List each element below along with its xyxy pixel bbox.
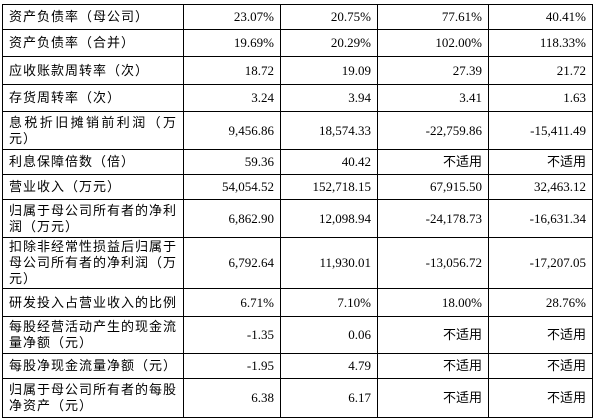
cell-value: -24,178.73 (377, 199, 489, 238)
cell-value: 18.00% (377, 288, 489, 317)
table-row: 存货周转率（次） 3.24 3.94 3.41 1.63 (2, 84, 593, 112)
cell-value: -1.95 (183, 353, 281, 379)
cell-value: -1.35 (183, 316, 281, 354)
row-label: 存货周转率（次） (2, 84, 184, 112)
cell-value: 19.69% (183, 29, 281, 57)
cell-value: 0.06 (280, 316, 378, 354)
cell-value: 20.75% (280, 4, 378, 30)
financial-table: 资产负债率（母公司） 23.07% 20.75% 77.61% 40.41% 资产负债率（… (2, 4, 593, 418)
cell-value: 不适用 (488, 316, 593, 354)
cell-value: 6,792.64 (183, 237, 281, 289)
cell-value: 6.17 (280, 378, 378, 418)
cell-value: 不适用 (377, 316, 489, 354)
cell-value: 32,463.12 (488, 174, 593, 200)
row-label: 归属于母公司所有者的每股净资产（元） (2, 378, 184, 418)
cell-value: 不适用 (488, 149, 593, 175)
cell-value: 6.71% (183, 288, 281, 317)
table-row: 营业收入（万元） 54,054.52 152,718.15 67,915.50 32,4… (2, 174, 593, 200)
cell-value: 9,456.86 (183, 111, 281, 150)
row-label: 应收账款周转率（次） (2, 56, 184, 85)
cell-value: 23.07% (183, 4, 281, 30)
table-row: 息税折旧摊销前利润（万元） 9,456.86 18,574.33 -22,759.86… (2, 111, 593, 150)
row-label: 归属于母公司所有者的净利润（万元） (2, 199, 184, 238)
row-label: 利息保障倍数（倍） (2, 149, 184, 175)
cell-value: 1.63 (488, 84, 593, 112)
cell-value: 不适用 (377, 353, 489, 379)
cell-value: 3.41 (377, 84, 489, 112)
row-label: 每股经营活动产生的现金流量净额（元） (2, 316, 184, 354)
row-label: 资产负债率（合并） (2, 29, 184, 57)
row-label: 每股净现金流量净额（元） (2, 353, 184, 379)
cell-value: 54,054.52 (183, 174, 281, 200)
cell-value: 118.33% (488, 29, 593, 57)
table-row: 扣除非经常性损益后归属于母公司所有者的净利润（万元） 6,792.64 11,930… (2, 237, 593, 289)
cell-value: 18,574.33 (280, 111, 378, 150)
row-label: 营业收入（万元） (2, 174, 184, 200)
cell-value: 18.72 (183, 56, 281, 85)
cell-value: -17,207.05 (488, 237, 593, 289)
cell-value: -22,759.86 (377, 111, 489, 150)
row-label: 息税折旧摊销前利润（万元） (2, 111, 184, 150)
cell-value: 6.38 (183, 378, 281, 418)
cell-value: 27.39 (377, 56, 489, 85)
table-row: 应收账款周转率（次） 18.72 19.09 27.39 21.72 (2, 56, 593, 85)
cell-value: 4.79 (280, 353, 378, 379)
cell-value: 21.72 (488, 56, 593, 85)
table-row: 归属于母公司所有者的每股净资产（元） 6.38 6.17 不适用 不适用 (2, 378, 593, 418)
cell-value: 3.24 (183, 84, 281, 112)
table-row: 研发投入占营业收入的比例 6.71% 7.10% 18.00% 28.76% (2, 288, 593, 317)
cell-value: -15,411.49 (488, 111, 593, 150)
table-row: 每股经营活动产生的现金流量净额（元） -1.35 0.06 不适用 不适用 (2, 316, 593, 354)
cell-value: 40.42 (280, 149, 378, 175)
cell-value: 不适用 (488, 353, 593, 379)
table-row: 归属于母公司所有者的净利润（万元） 6,862.90 12,098.94 -24,17… (2, 199, 593, 238)
cell-value: 3.94 (280, 84, 378, 112)
cell-value: 11,930.01 (280, 237, 378, 289)
cell-value: 不适用 (377, 149, 489, 175)
cell-value: 不适用 (488, 378, 593, 418)
cell-value: -16,631.34 (488, 199, 593, 238)
row-label: 资产负债率（母公司） (2, 4, 184, 30)
cell-value: 102.00% (377, 29, 489, 57)
cell-value: 77.61% (377, 4, 489, 30)
cell-value: 67,915.50 (377, 174, 489, 200)
cell-value: 12,098.94 (280, 199, 378, 238)
table-row: 资产负债率（合并） 19.69% 20.29% 102.00% 118.33% (2, 29, 593, 57)
cell-value: -13,056.72 (377, 237, 489, 289)
cell-value: 不适用 (377, 378, 489, 418)
table-row: 每股净现金流量净额（元） -1.95 4.79 不适用 不适用 (2, 353, 593, 379)
cell-value: 7.10% (280, 288, 378, 317)
cell-value: 59.36 (183, 149, 281, 175)
table-row: 利息保障倍数（倍） 59.36 40.42 不适用 不适用 (2, 149, 593, 175)
cell-value: 19.09 (280, 56, 378, 85)
cell-value: 40.41% (488, 4, 593, 30)
cell-value: 6,862.90 (183, 199, 281, 238)
cell-value: 28.76% (488, 288, 593, 317)
row-label: 研发投入占营业收入的比例 (2, 288, 184, 317)
cell-value: 152,718.15 (280, 174, 378, 200)
row-label: 扣除非经常性损益后归属于母公司所有者的净利润（万元） (2, 237, 184, 289)
table-row: 资产负债率（母公司） 23.07% 20.75% 77.61% 40.41% (2, 4, 593, 30)
cell-value: 20.29% (280, 29, 378, 57)
